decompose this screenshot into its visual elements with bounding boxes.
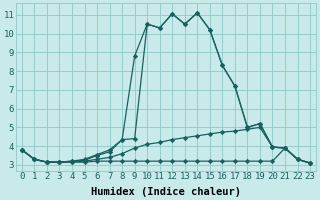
X-axis label: Humidex (Indice chaleur): Humidex (Indice chaleur) [91, 186, 241, 197]
